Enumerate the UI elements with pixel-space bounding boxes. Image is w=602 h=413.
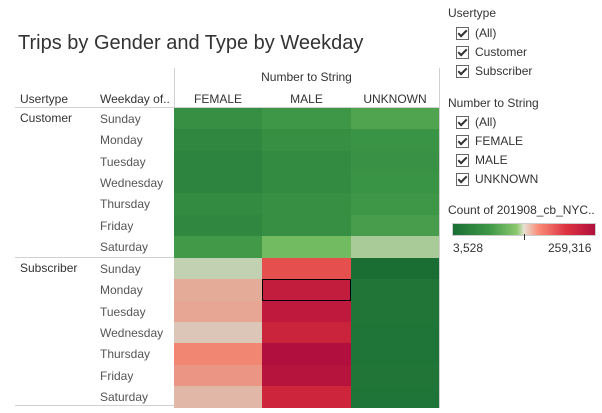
heatmap-cell[interactable] [174,214,262,237]
heatmap-cell[interactable] [351,214,439,237]
chart-title: Trips by Gender and Type by Weekday [18,32,364,54]
heatmap-cell[interactable] [262,193,351,216]
checkbox-checked-icon [456,115,469,129]
heatmap-cell[interactable] [262,150,351,173]
color-legend-marker [524,234,525,240]
row-header-weekday: Weekday of.. [100,92,170,106]
filter-gender-title: Number to String [448,96,539,110]
heatmap-cell[interactable] [262,279,351,302]
heatmap-cell[interactable] [351,235,439,258]
weekday-label: Monday [100,283,143,298]
column-group-header: Number to String [261,70,352,84]
filter-usertype-subscriber[interactable]: Subscriber [456,64,532,78]
heatmap-cell[interactable] [174,193,262,216]
heatmap-cell[interactable] [351,150,439,173]
heatmap-cell[interactable] [174,150,262,173]
column-header-unknown: UNKNOWN [363,92,427,106]
color-legend-title: Count of 201908_cb_NYC.. [448,203,595,217]
weekday-label: Wednesday [100,325,164,340]
heatmap-cell[interactable] [174,364,262,387]
heatmap-cell[interactable] [174,171,262,194]
checkbox-checked-icon [456,153,469,167]
heatmap-cell[interactable] [351,321,439,344]
heatmap-cell[interactable] [262,108,351,130]
weekday-label: Tuesday [100,154,146,169]
weekday-label: Friday [100,218,134,233]
heatmap-cell[interactable] [174,300,262,323]
weekday-label: Saturday [100,239,149,254]
heatmap-cell[interactable] [262,258,351,280]
weekday-label: Thursday [100,347,151,362]
weekday-label: Friday [100,368,134,383]
filter-usertype-title: Usertype [448,6,497,20]
weekday-label: Saturday [100,389,149,404]
heatmap-cell[interactable] [351,279,439,302]
usertype-label: Subscriber [20,261,78,275]
heatmap-cell[interactable] [351,385,439,408]
checkbox-checked-icon [456,134,469,148]
filter-gender-male[interactable]: MALE [456,153,508,167]
heatmap-cell[interactable] [351,364,439,387]
checkbox-checked-icon [456,64,469,78]
color-legend-max: 259,316 [548,241,592,255]
row-header-usertype: Usertype [20,92,69,106]
heatmap-cell[interactable] [262,235,351,258]
heatmap-cell[interactable] [351,343,439,366]
heatmap-cell[interactable] [262,364,351,387]
heatmap-cell[interactable] [351,300,439,323]
column-header-female: FEMALE [193,92,242,106]
grid-right-border [439,68,440,408]
filter-gender-unknown[interactable]: UNKNOWN [456,172,538,186]
checkbox-checked-icon [456,26,469,40]
weekday-label: Wednesday [100,175,164,190]
weekday-label: Sunday [100,112,141,126]
heatmap-cell[interactable] [351,193,439,216]
weekday-label: Monday [100,133,143,148]
checkbox-checked-icon [456,45,469,59]
heatmap-cell[interactable] [262,321,351,344]
heatmap-cell[interactable] [174,235,262,258]
heatmap-cell[interactable] [351,171,439,194]
usertype-label: Customer [20,111,73,125]
header-bottom-line [15,107,440,108]
heatmap-cell[interactable] [174,108,262,130]
filter-usertype-customer[interactable]: Customer [456,45,527,59]
color-legend-min: 3,528 [453,241,484,255]
column-header-male: MALE [290,92,323,106]
heatmap-cell[interactable] [262,300,351,323]
heatmap-cell[interactable] [351,108,439,130]
heatmap-cell[interactable] [174,129,262,152]
heatmap-cell[interactable] [174,343,262,366]
weekday-label: Tuesday [100,304,146,319]
filter-gender-all[interactable]: (All) [456,115,496,129]
checkbox-checked-icon [456,172,469,186]
heatmap-cell[interactable] [351,258,439,280]
heatmap-cell[interactable] [174,258,262,280]
heatmap-cell[interactable] [262,385,351,408]
heatmap-cell[interactable] [174,385,262,408]
heatmap-cell[interactable] [174,279,262,302]
heatmap-cell[interactable] [262,343,351,366]
filter-usertype-all[interactable]: (All) [456,26,496,40]
weekday-label: Thursday [100,197,151,212]
weekday-label: Sunday [100,262,141,276]
heatmap-cell[interactable] [262,171,351,194]
heatmap-cell[interactable] [174,321,262,344]
filter-gender-female[interactable]: FEMALE [456,134,523,148]
header-divider [174,68,175,108]
heatmap-cell[interactable] [262,214,351,237]
heatmap-cell[interactable] [351,129,439,152]
heatmap-cell[interactable] [262,129,351,152]
